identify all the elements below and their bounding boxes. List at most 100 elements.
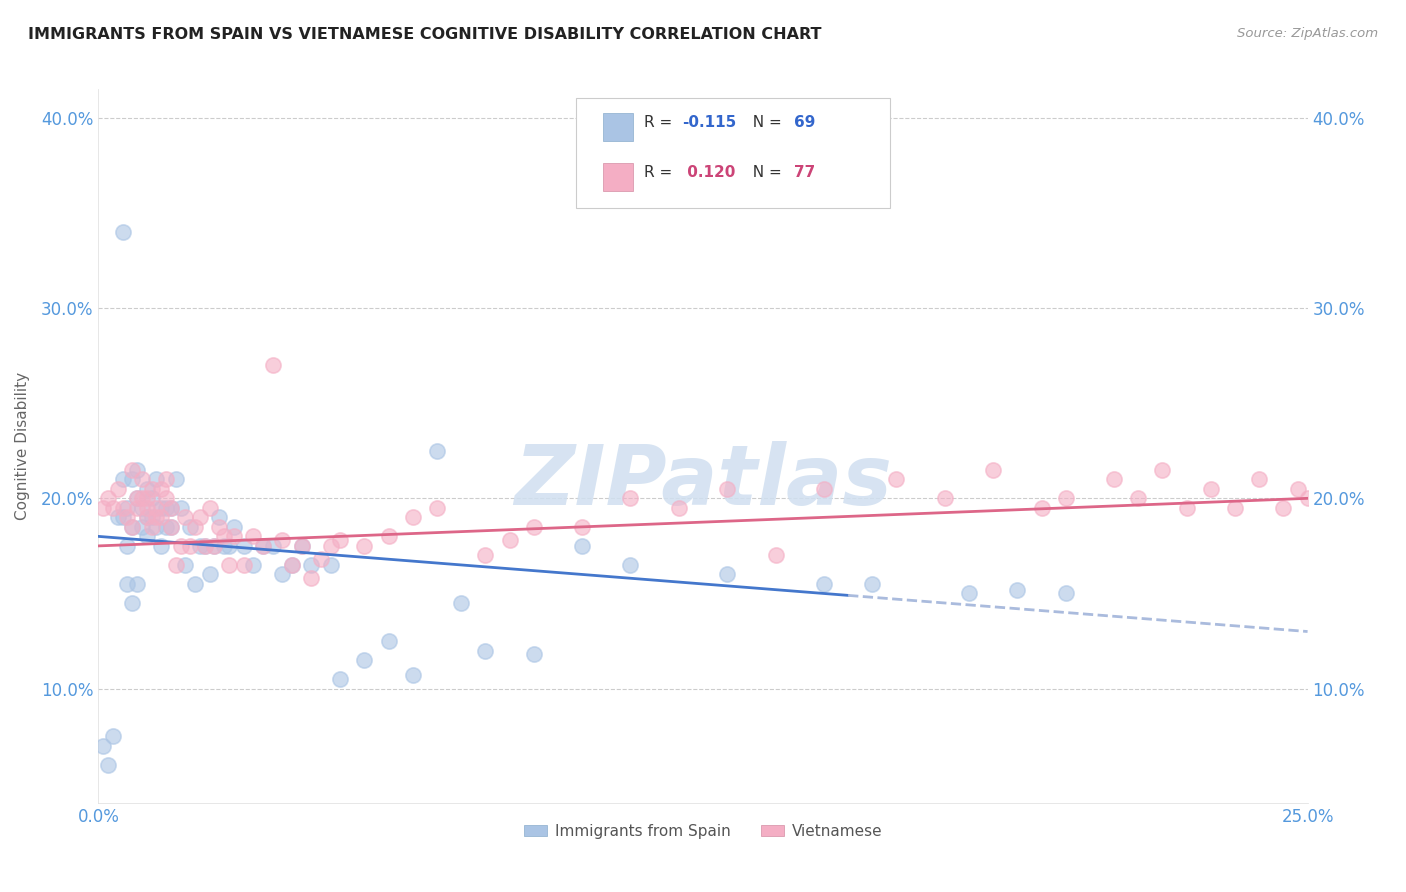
Point (523, 648, 546, 662)
Point (155, 472, 177, 486)
Point (131, 491, 153, 506)
Point (208, 520, 231, 534)
Point (402, 668, 425, 682)
Point (1007, 582, 1029, 597)
Point (155, 500, 177, 515)
Text: Source: ZipAtlas.com: Source: ZipAtlas.com (1237, 27, 1378, 40)
Point (218, 539, 240, 553)
Text: 0.120: 0.120 (682, 165, 735, 180)
Point (716, 482, 738, 496)
Point (319, 539, 342, 553)
Point (619, 491, 641, 506)
Point (450, 596, 472, 610)
Point (309, 552, 332, 566)
Point (194, 539, 217, 553)
Point (204, 539, 226, 553)
Point (426, 443, 449, 458)
Point (111, 472, 134, 486)
Text: N =: N = (742, 165, 786, 180)
Point (135, 500, 157, 515)
Point (262, 358, 284, 372)
Point (150, 500, 173, 515)
Point (271, 567, 294, 582)
Point (121, 596, 143, 610)
Point (127, 491, 149, 506)
Point (155, 491, 177, 506)
Point (498, 533, 520, 548)
Point (165, 558, 187, 572)
FancyBboxPatch shape (603, 113, 633, 141)
Point (160, 520, 183, 534)
Y-axis label: Cognitive Disability: Cognitive Disability (15, 372, 30, 520)
Point (232, 539, 254, 553)
Point (290, 539, 312, 553)
Point (179, 520, 201, 534)
Point (1286, 482, 1309, 496)
Point (117, 510, 139, 524)
Point (1249, 472, 1271, 486)
Point (329, 533, 352, 548)
Point (222, 520, 245, 534)
Point (150, 482, 173, 496)
Point (97, 757, 120, 772)
FancyBboxPatch shape (603, 163, 633, 191)
Point (716, 567, 738, 582)
Point (145, 510, 167, 524)
Text: IMMIGRANTS FROM SPAIN VS VIETNAMESE COGNITIVE DISABILITY CORRELATION CHART: IMMIGRANTS FROM SPAIN VS VIETNAMESE COGN… (28, 27, 821, 42)
Point (402, 510, 425, 524)
Point (141, 510, 163, 524)
Point (121, 520, 143, 534)
Point (111, 225, 134, 239)
Point (765, 549, 787, 563)
Point (299, 571, 322, 585)
Point (145, 520, 167, 534)
Point (242, 558, 264, 572)
Text: 77: 77 (793, 165, 815, 180)
Point (290, 539, 312, 553)
Point (174, 510, 197, 524)
Point (1031, 500, 1053, 515)
Point (174, 558, 197, 572)
Point (813, 482, 835, 496)
Point (169, 500, 191, 515)
Point (160, 500, 183, 515)
Point (184, 577, 207, 591)
Point (117, 500, 139, 515)
Point (97, 491, 120, 506)
Point (194, 539, 217, 553)
Point (135, 529, 157, 543)
Point (101, 729, 124, 743)
Point (165, 472, 187, 486)
Point (121, 472, 143, 486)
Point (271, 533, 294, 548)
Point (523, 520, 546, 534)
Point (145, 472, 167, 486)
Point (426, 500, 449, 515)
Point (111, 500, 134, 515)
Point (212, 529, 235, 543)
Point (135, 510, 157, 524)
Point (1102, 472, 1125, 486)
Point (353, 539, 375, 553)
Point (353, 653, 375, 667)
Point (107, 510, 129, 524)
Point (1296, 491, 1319, 506)
Point (117, 539, 139, 553)
Text: R =: R = (644, 165, 676, 180)
Point (571, 520, 593, 534)
Point (860, 577, 883, 591)
Point (121, 520, 143, 534)
Point (252, 539, 274, 553)
Text: N =: N = (742, 115, 786, 130)
Point (262, 539, 284, 553)
Point (1175, 500, 1198, 515)
Point (198, 500, 221, 515)
Point (474, 549, 496, 563)
Point (111, 510, 134, 524)
Point (127, 577, 149, 591)
Point (169, 539, 191, 553)
Point (474, 643, 496, 657)
Point (281, 558, 304, 572)
Point (218, 558, 240, 572)
Point (377, 634, 399, 648)
